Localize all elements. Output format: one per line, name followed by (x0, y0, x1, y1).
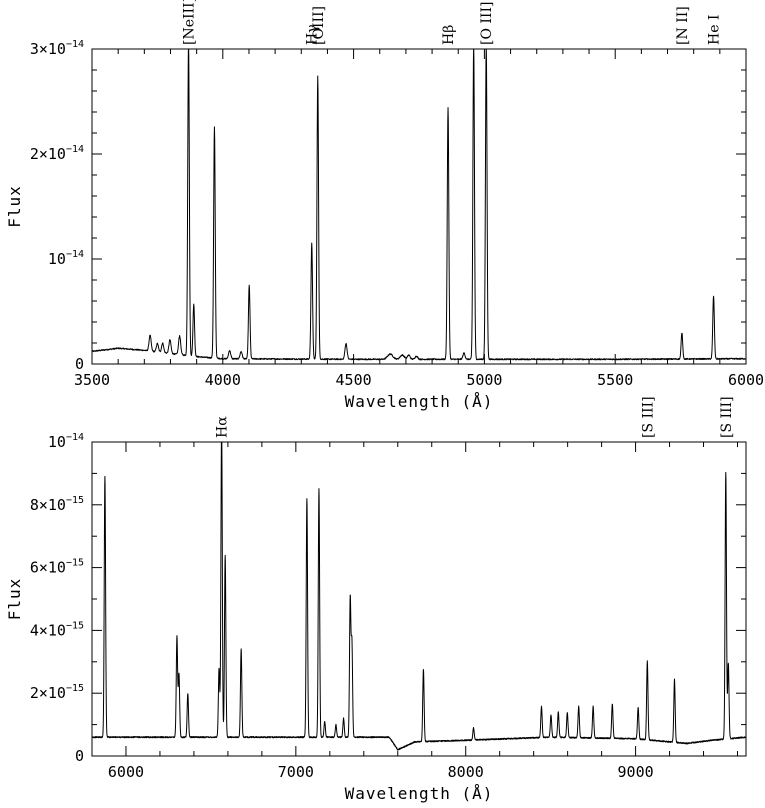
y-tick-label: 2×10−14 (30, 144, 84, 163)
line-annotation: [OIII] (311, 6, 327, 45)
x-tick-label: 8000 (448, 763, 484, 781)
plot-frame (91, 48, 747, 365)
x-tick-label: 4500 (336, 371, 372, 389)
spectrum-line (92, 49, 746, 361)
bottom-spectrum-panel: 6000 7000 8000 9000 0 2×10−15 4×10−15 6×10−15 8×… (5, 396, 747, 803)
y-tick-label: 10−14 (48, 249, 84, 268)
y-tick-label: 0 (75, 355, 84, 373)
x-tick-label: 3500 (74, 371, 110, 389)
x-tick-label: 7000 (278, 763, 314, 781)
x-tick-label: 5500 (597, 371, 633, 389)
x-tick-label: 5000 (466, 371, 502, 389)
y-tick-label: 3×10−14 (30, 39, 84, 58)
line-annotation: [S III] (640, 396, 656, 438)
line-annotation: [NeIII] (182, 0, 198, 45)
line-annotation: Hγ (305, 24, 321, 45)
y-tick-label: 10−14 (48, 432, 84, 451)
x-tick-label: 6000 (108, 763, 144, 781)
line-annotation: [S III] (719, 396, 735, 438)
x-tick-label: 9000 (618, 763, 654, 781)
spectrum-line (92, 442, 746, 751)
x-tick-label: 4000 (205, 371, 241, 389)
x-axis-label: Wavelength (Å) (345, 784, 494, 803)
y-tick-label: 6×10−15 (30, 558, 84, 577)
x-axis-label: Wavelength (Å) (345, 392, 494, 411)
y-tick-label: 4×10−15 (30, 620, 84, 639)
line-annotation: Hβ (441, 25, 457, 45)
y-axis-label: Flux (5, 185, 24, 228)
top-spectrum-panel: 3500 4000 4500 5000 5500 6000 0 10−14 2×10−14 3×1… (5, 0, 764, 411)
line-annotation: [N II] (675, 6, 691, 45)
line-annotation: Hα (215, 416, 231, 438)
y-tick-label: 2×10−15 (30, 683, 84, 702)
y-tick-label: 8×10−15 (30, 495, 84, 514)
line-annotation: He I (707, 15, 723, 45)
line-annotation: [O III] (479, 2, 495, 45)
x-tick-label: 6000 (728, 371, 764, 389)
y-axis-label: Flux (5, 578, 24, 621)
y-tick-label: 0 (75, 747, 84, 765)
